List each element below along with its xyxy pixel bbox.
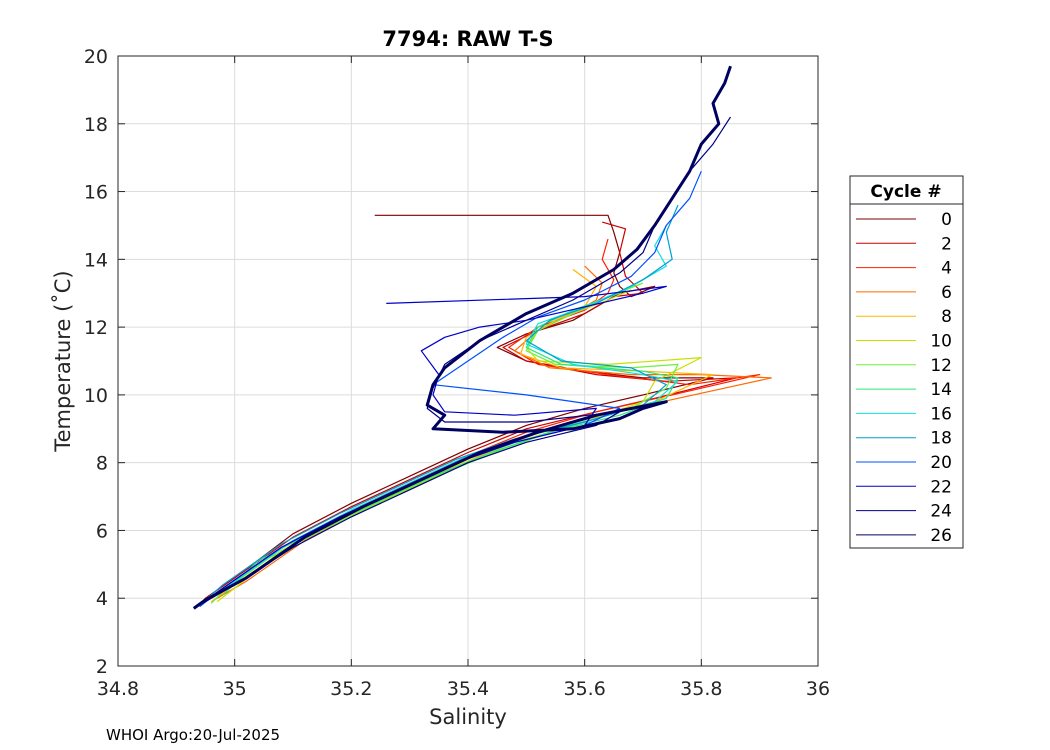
- series-line-cycle-26: [192, 65, 732, 610]
- y-tick-label: 18: [84, 114, 108, 136]
- legend-label-18: 18: [930, 429, 952, 449]
- series-group: [192, 65, 772, 610]
- series-line-cycle-12: [210, 282, 679, 604]
- x-tick-label: 35: [223, 678, 247, 700]
- x-tick-label: 35.8: [680, 678, 722, 700]
- legend-label-0: 0: [941, 210, 952, 230]
- legend-label-20: 20: [930, 453, 952, 473]
- series-line-cycle-18: [199, 204, 679, 606]
- legend-label-2: 2: [941, 234, 952, 254]
- chart-title: 7794: RAW T-S: [382, 27, 553, 51]
- legend-label-6: 6: [941, 283, 952, 303]
- x-tick-label: 35.6: [564, 678, 606, 700]
- y-tick-label: 20: [84, 46, 108, 68]
- legend-label-12: 12: [930, 356, 952, 376]
- legend-title: Cycle #: [870, 182, 941, 202]
- x-tick-label: 35.4: [447, 678, 489, 700]
- series-line-cycle-16: [205, 225, 679, 603]
- y-axis-label: Temperature (˚C): [51, 270, 75, 452]
- x-axis-label: Salinity: [429, 705, 507, 729]
- legend-label-10: 10: [930, 332, 952, 352]
- y-tick-label: 16: [84, 182, 108, 204]
- y-tick-label: 4: [96, 588, 108, 610]
- x-tick-label: 34.8: [97, 678, 139, 700]
- y-tick-label: 8: [96, 453, 108, 475]
- y-tick-label: 10: [84, 385, 108, 407]
- legend-label-26: 26: [930, 526, 952, 546]
- legend-label-24: 24: [930, 502, 952, 522]
- legend-label-14: 14: [930, 380, 952, 400]
- ticks: 34.8 35 35.2 35.4 35.6 35.8 36 2 4 6 8 10 12 14 16 18 20: [84, 46, 830, 700]
- x-tick-label: 36: [806, 678, 830, 700]
- y-tick-label: 12: [84, 317, 108, 339]
- legend-label-4: 4: [941, 259, 952, 279]
- x-tick-label: 35.2: [330, 678, 372, 700]
- legend-label-22: 22: [930, 477, 952, 497]
- footer-stamp: WHOI Argo:20-Jul-2025: [106, 726, 280, 744]
- y-tick-label: 6: [96, 520, 108, 542]
- legend-label-8: 8: [941, 307, 952, 327]
- y-tick-label: 2: [96, 656, 108, 678]
- y-tick-label: 14: [84, 249, 108, 271]
- legend-label-16: 16: [930, 404, 952, 424]
